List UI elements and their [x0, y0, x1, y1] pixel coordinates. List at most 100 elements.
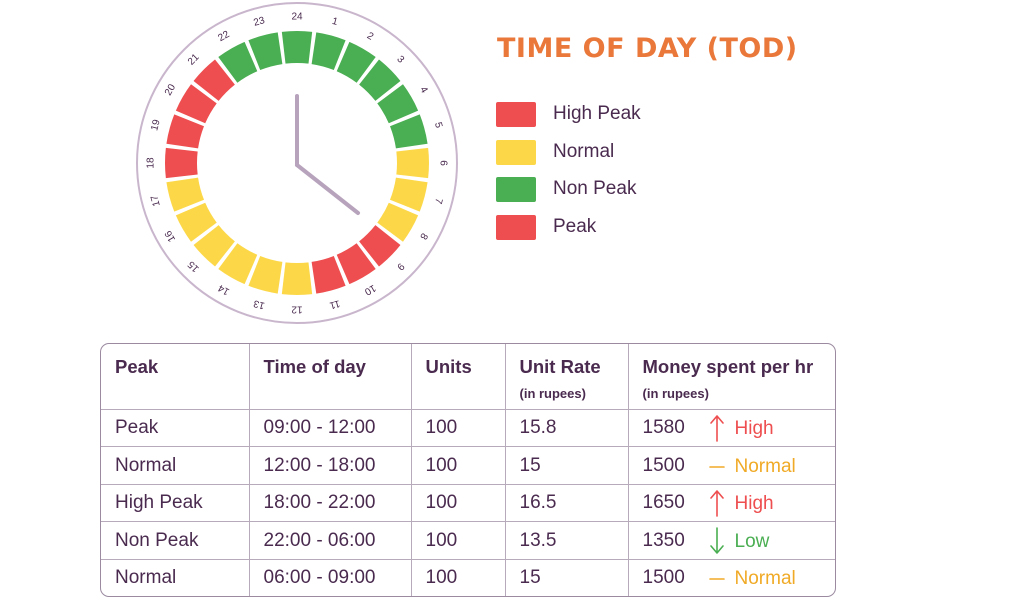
legend-swatch-non-peak — [496, 177, 536, 202]
header-unit-rate: Unit Rate (in rupees) — [504, 344, 629, 410]
clock-hour-number: 14 — [216, 282, 232, 297]
clock-hour-number: 8 — [417, 231, 430, 242]
dash-icon — [708, 578, 725, 580]
clock-segment-yellow — [377, 202, 419, 242]
clock-hour-number: 22 — [216, 29, 232, 44]
cell-units: 100 — [410, 483, 506, 523]
clock-segment-yellow — [166, 177, 205, 212]
header-unit-rate-sub: (in rupees) — [519, 386, 586, 401]
cell-peak: Normal — [101, 558, 250, 596]
money-value: 1500 — [642, 454, 685, 476]
arrow-down-icon — [709, 526, 724, 554]
table-row: High Peak 18:00 - 22:00 100 16.5 1650 Hi… — [101, 483, 835, 523]
clock-hour-number: 7 — [432, 197, 444, 206]
clock-hour-number: 9 — [394, 260, 406, 272]
header-peak: Peak — [101, 344, 250, 410]
legend-swatch-high-peak — [496, 102, 536, 127]
clock-outer-ring — [136, 2, 458, 324]
clock-segment-red — [311, 255, 346, 294]
legend-swatch-normal — [496, 139, 536, 165]
legend-swatch-peak — [496, 214, 536, 240]
money-value: 1500 — [642, 566, 685, 588]
cell-rate: 15 — [504, 446, 629, 485]
clock-minute-hand — [295, 163, 360, 215]
header-units: Units — [410, 344, 506, 410]
clock-hour-number: 18 — [146, 157, 157, 169]
clock-hour-number: 2 — [365, 30, 376, 43]
cell-units: 100 — [410, 521, 506, 560]
money-value: 1650 — [642, 492, 685, 514]
cell-peak: Normal — [101, 446, 250, 485]
clock-segment-green — [281, 30, 313, 64]
cell-rate: 15.8 — [504, 408, 629, 448]
cell-time: 06:00 - 09:00 — [248, 558, 412, 596]
cell-units: 100 — [410, 446, 506, 485]
clock-hour-number: 10 — [362, 282, 378, 297]
clock-segment-green — [248, 32, 283, 71]
trend-label: High — [734, 493, 774, 515]
clock-segment-red — [193, 59, 235, 101]
cell-peak: Peak — [101, 408, 250, 448]
clock-segment-green — [218, 41, 258, 83]
trend-label: Normal — [734, 455, 796, 477]
clock-hour-number: 20 — [163, 82, 178, 98]
clock-hour-number: 11 — [328, 297, 341, 310]
table-row: Non Peak 22:00 - 06:00 100 13.5 1350 Low — [101, 521, 835, 560]
legend-label-high-peak: High Peak — [553, 103, 641, 124]
clock-hour-number: 4 — [417, 85, 430, 96]
clock-segment-red — [336, 243, 376, 285]
clock-hour-number: 16 — [163, 228, 178, 244]
cell-money: 1500 Normal — [627, 558, 835, 596]
cell-money: 1500 Normal — [627, 446, 835, 485]
clock-segment-yellow — [281, 262, 313, 296]
clock-segment-green — [377, 84, 419, 124]
cell-units: 100 — [410, 408, 506, 448]
clock-segment-yellow — [193, 225, 235, 267]
clock-segment-red — [359, 225, 401, 267]
money-value: 1350 — [642, 529, 685, 551]
header-money-spent-sub: (in rupees) — [642, 386, 709, 401]
clock-segment-yellow — [175, 202, 217, 242]
clock-hour-number: 15 — [186, 258, 202, 274]
cell-money: 1650 High — [627, 483, 835, 523]
cell-units: 100 — [410, 558, 506, 596]
money-value: 1580 — [642, 417, 685, 439]
cell-money: 1580 High — [627, 408, 835, 448]
clock-hour-number: 24 — [291, 12, 303, 23]
cell-rate: 13.5 — [504, 521, 629, 560]
cell-rate: 16.5 — [504, 483, 629, 523]
header-money-spent: Money spent per hr (in rupees) — [627, 344, 835, 410]
cell-money: 1350 Low — [627, 521, 835, 560]
legend-label-non-peak: Non Peak — [553, 178, 637, 199]
clock-segment-green — [311, 32, 346, 71]
clock-hour-number: 19 — [149, 118, 163, 132]
cell-peak: Non Peak — [101, 521, 250, 560]
table-header-row: Peak Time of day Units Unit Rate (in rupe… — [101, 344, 835, 410]
arrow-up-icon — [709, 490, 724, 517]
clock-segment-green — [359, 59, 401, 101]
clock-segment-yellow — [389, 177, 428, 212]
legend-label-normal: Normal — [553, 140, 615, 162]
clock-segment-green — [389, 114, 428, 149]
cell-time: 09:00 - 12:00 — [248, 408, 412, 448]
clock-hour-number: 17 — [149, 194, 163, 208]
clock-segment-yellow — [396, 147, 430, 179]
cell-rate: 15 — [504, 558, 629, 596]
clock-segment-yellow — [248, 255, 283, 294]
legend-label-peak: Peak — [553, 215, 597, 237]
cell-peak: High Peak — [101, 483, 250, 523]
clock-segment-yellow — [218, 243, 258, 285]
clock-hour-number: 1 — [331, 16, 340, 28]
clock-hour-number: 5 — [432, 121, 444, 130]
clock-segments — [164, 30, 430, 296]
clock-segment-red — [175, 84, 217, 124]
arrow-up-icon — [709, 415, 724, 443]
dash-icon — [708, 465, 725, 468]
trend-label: Normal — [734, 568, 796, 590]
header-time-of-day: Time of day — [248, 344, 412, 410]
trend-label: Low — [734, 530, 770, 552]
table-row: Peak 09:00 - 12:00 100 15.8 1580 High — [101, 408, 835, 448]
clock-hour-number: 23 — [252, 15, 266, 29]
